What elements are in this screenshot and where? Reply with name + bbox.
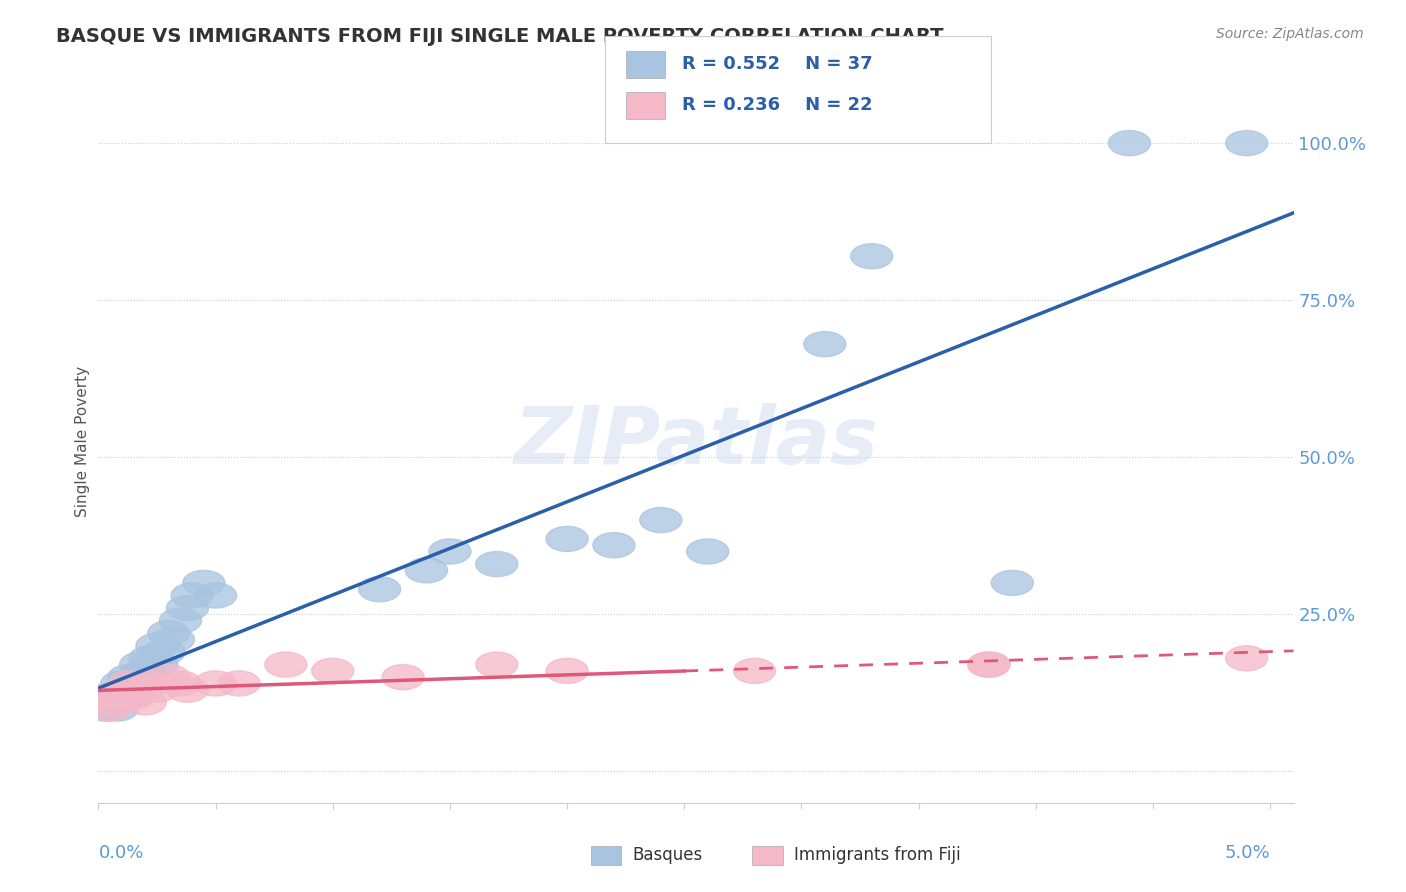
Text: R = 0.552    N = 37: R = 0.552 N = 37 bbox=[682, 55, 873, 73]
Ellipse shape bbox=[89, 696, 131, 721]
Ellipse shape bbox=[166, 677, 208, 702]
Ellipse shape bbox=[359, 576, 401, 602]
Text: 5.0%: 5.0% bbox=[1225, 844, 1270, 862]
Ellipse shape bbox=[546, 526, 588, 551]
Text: BASQUE VS IMMIGRANTS FROM FIJI SINGLE MALE POVERTY CORRELATION CHART: BASQUE VS IMMIGRANTS FROM FIJI SINGLE MA… bbox=[56, 27, 943, 45]
Ellipse shape bbox=[159, 608, 201, 633]
Ellipse shape bbox=[183, 570, 225, 596]
Ellipse shape bbox=[264, 652, 307, 677]
Ellipse shape bbox=[405, 558, 447, 582]
Y-axis label: Single Male Poverty: Single Male Poverty bbox=[75, 366, 90, 517]
Ellipse shape bbox=[129, 671, 172, 696]
Ellipse shape bbox=[84, 696, 127, 721]
Ellipse shape bbox=[112, 683, 155, 708]
Ellipse shape bbox=[194, 582, 236, 608]
Ellipse shape bbox=[152, 627, 194, 652]
Ellipse shape bbox=[967, 652, 1010, 677]
Ellipse shape bbox=[159, 671, 201, 696]
Ellipse shape bbox=[136, 633, 179, 658]
Ellipse shape bbox=[382, 665, 425, 690]
Ellipse shape bbox=[124, 658, 166, 683]
Ellipse shape bbox=[94, 690, 136, 714]
Ellipse shape bbox=[593, 533, 636, 558]
Ellipse shape bbox=[143, 640, 186, 665]
Text: 0.0%: 0.0% bbox=[98, 844, 143, 862]
Ellipse shape bbox=[1226, 646, 1268, 671]
Ellipse shape bbox=[112, 683, 155, 708]
Ellipse shape bbox=[734, 658, 776, 683]
Text: R = 0.236    N = 22: R = 0.236 N = 22 bbox=[682, 96, 873, 114]
Ellipse shape bbox=[166, 596, 208, 621]
Ellipse shape bbox=[101, 683, 143, 708]
Ellipse shape bbox=[1226, 130, 1268, 156]
Ellipse shape bbox=[991, 570, 1033, 596]
Ellipse shape bbox=[804, 332, 846, 357]
Ellipse shape bbox=[475, 551, 517, 576]
Ellipse shape bbox=[194, 671, 236, 696]
Ellipse shape bbox=[172, 582, 214, 608]
Ellipse shape bbox=[129, 646, 172, 671]
Text: Source: ZipAtlas.com: Source: ZipAtlas.com bbox=[1216, 27, 1364, 41]
Text: Basques: Basques bbox=[633, 847, 703, 864]
Ellipse shape bbox=[120, 665, 162, 690]
Ellipse shape bbox=[112, 671, 155, 696]
Ellipse shape bbox=[429, 539, 471, 564]
Ellipse shape bbox=[94, 690, 136, 714]
Ellipse shape bbox=[546, 658, 588, 683]
Ellipse shape bbox=[120, 677, 162, 702]
Ellipse shape bbox=[1108, 130, 1150, 156]
Ellipse shape bbox=[148, 621, 190, 646]
Ellipse shape bbox=[640, 508, 682, 533]
Ellipse shape bbox=[312, 658, 354, 683]
Ellipse shape bbox=[475, 652, 517, 677]
Text: ZIPatlas: ZIPatlas bbox=[513, 402, 879, 481]
Text: Immigrants from Fiji: Immigrants from Fiji bbox=[794, 847, 962, 864]
Ellipse shape bbox=[120, 652, 162, 677]
Ellipse shape bbox=[108, 665, 150, 690]
Ellipse shape bbox=[84, 683, 127, 708]
Ellipse shape bbox=[686, 539, 728, 564]
Ellipse shape bbox=[851, 244, 893, 268]
Ellipse shape bbox=[136, 652, 179, 677]
Ellipse shape bbox=[105, 677, 148, 702]
Ellipse shape bbox=[136, 677, 179, 702]
Ellipse shape bbox=[108, 671, 150, 696]
Ellipse shape bbox=[218, 671, 260, 696]
Ellipse shape bbox=[967, 652, 1010, 677]
Ellipse shape bbox=[89, 683, 131, 708]
Ellipse shape bbox=[124, 690, 166, 714]
Ellipse shape bbox=[101, 671, 143, 696]
Ellipse shape bbox=[148, 665, 190, 690]
Ellipse shape bbox=[96, 696, 138, 721]
Ellipse shape bbox=[101, 683, 143, 708]
